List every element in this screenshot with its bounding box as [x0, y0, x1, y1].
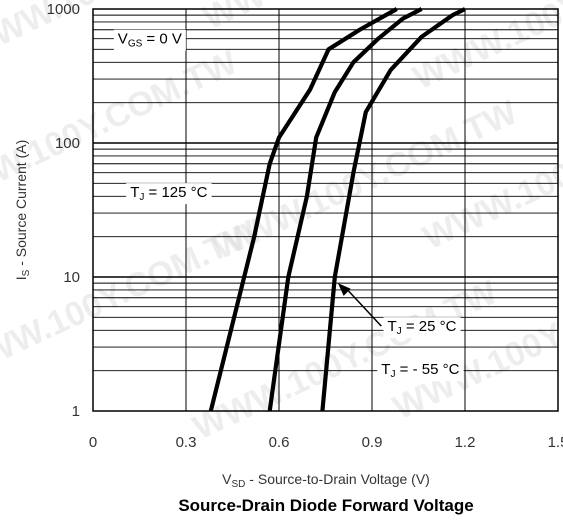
annotation-text: TJ = - 55 °C — [381, 361, 459, 380]
x-tick-label: 1.5 — [548, 434, 563, 451]
annotation-tj25: TJ = 25 °C — [383, 317, 461, 339]
y-tick-label: 1000 — [47, 1, 80, 18]
watermark-layer: WWW.100Y.COM.TWWWW.100Y.COM.TWWWW.100Y.C… — [0, 0, 563, 447]
annotation-tj125: TJ = 125 °C — [126, 183, 212, 205]
series-layer — [208, 7, 466, 412]
y-tick-label: 1 — [72, 403, 80, 420]
annotation-tj55: TJ = - 55 °C — [377, 360, 464, 382]
x-tick-label: 0.9 — [362, 434, 383, 451]
x-tick-label: 0.3 — [176, 434, 197, 451]
x-axis-label: VSD - Source-to-Drain Voltage (V) — [222, 471, 430, 490]
annotation-arrow-shaft — [345, 287, 382, 327]
annotation-background — [377, 360, 464, 382]
annotation-background — [113, 29, 186, 51]
y-tick-label: 100 — [55, 135, 80, 152]
y-axis-label: IS - Source Current (A) — [13, 140, 32, 281]
x-tick-label: 1.2 — [455, 434, 476, 451]
annotation-arrow-head — [337, 283, 351, 296]
annotation-text: TJ = 125 °C — [130, 184, 207, 203]
annotation-vgs: VGS = 0 V — [113, 29, 186, 51]
annotation-background — [383, 317, 461, 339]
x-tick-label: 0 — [89, 434, 97, 451]
series-line-3 — [320, 7, 466, 412]
annotation-text: TJ = 25 °C — [388, 318, 457, 337]
y-tick-label: 10 — [63, 269, 80, 286]
x-tick-label: 0.6 — [269, 434, 290, 451]
watermark-text: WWW.100Y.COM.TW — [407, 0, 563, 97]
tick-labels: 0 0.3 0.6 0.9 1.2 1.5 1 10 100 1000 — [47, 1, 563, 451]
plot-frame — [92, 8, 559, 412]
series-line-1 — [208, 7, 398, 412]
annotation-layer: VGS = 0 V TJ = 125 °C TJ = 25 °C TJ = - 55 … — [113, 29, 464, 382]
series-line-2 — [267, 7, 423, 412]
annotation-text: VGS = 0 V — [118, 31, 182, 50]
annotation-background — [126, 183, 212, 205]
chart-title: Source-Drain Diode Forward Voltage — [178, 496, 473, 515]
